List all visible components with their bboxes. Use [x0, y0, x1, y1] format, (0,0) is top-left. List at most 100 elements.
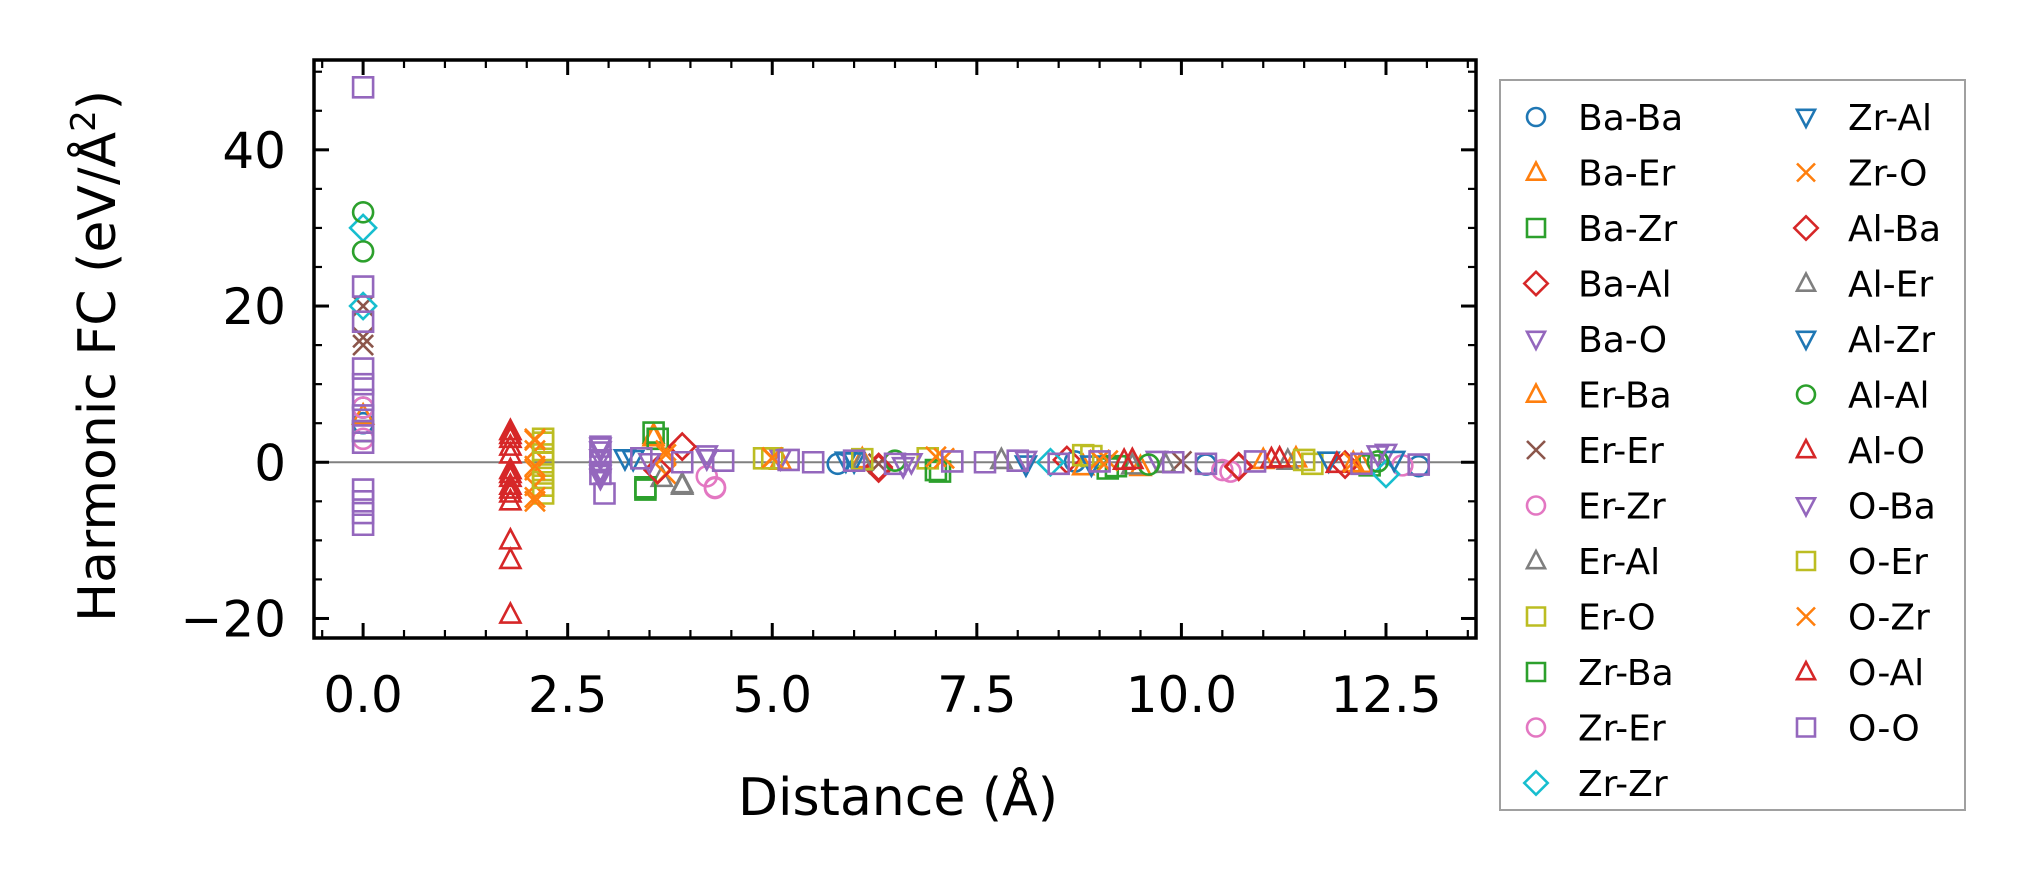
data-point — [524, 490, 546, 513]
x-tick-label: 10.0 — [1126, 666, 1237, 724]
legend-marker — [1795, 550, 1817, 572]
legend-entry-label: Ba-Zr — [1578, 209, 1677, 250]
data-point — [1324, 450, 1350, 474]
data-points — [348, 76, 1431, 624]
legend-marker — [1524, 330, 1548, 352]
legend-entry-label: Zr-O — [1848, 154, 1928, 195]
y-tick-label: 0 — [254, 434, 286, 492]
data-point — [498, 417, 523, 441]
legend-entry-label: Er-Ba — [1578, 376, 1672, 417]
data-point — [620, 449, 646, 473]
legend-marker — [1794, 437, 1818, 459]
legend-entry-label: O-Er — [1848, 542, 1928, 583]
legend-marker — [1525, 495, 1547, 516]
x-tick-label: 2.5 — [528, 666, 608, 724]
legend-marker — [1795, 717, 1817, 738]
data-point — [1223, 451, 1254, 482]
y-tick-label: 40 — [222, 122, 286, 180]
y-axis-label: Harmonic FC (eV/Å2) — [64, 90, 128, 622]
data-point — [588, 468, 613, 492]
data-point — [667, 431, 698, 462]
data-point — [524, 439, 546, 462]
y-axis-label-close: ) — [68, 90, 128, 110]
y-tick-label: −20 — [180, 590, 286, 648]
legend-marker — [1792, 214, 1820, 242]
data-point — [1128, 453, 1153, 477]
data-point — [498, 464, 523, 488]
data-point — [593, 482, 616, 505]
legend-entry-label: Al-O — [1848, 431, 1925, 472]
legend-marker — [1525, 717, 1547, 738]
data-point — [351, 240, 375, 263]
data-point — [1137, 453, 1160, 476]
y-axis-label-main: Harmonic FC (eV/Å — [66, 131, 128, 622]
legend-entry-label: Zr-Zr — [1578, 764, 1668, 805]
legend-marker — [1522, 269, 1550, 298]
data-point — [883, 452, 907, 476]
data-point — [1350, 452, 1373, 476]
legend-marker — [1794, 108, 1818, 130]
legend-entry-label: Er-O — [1578, 598, 1656, 639]
legend-entry-label: Al-Er — [1848, 265, 1933, 306]
data-point — [588, 437, 613, 461]
legend-entry-label: Zr-Er — [1578, 709, 1666, 750]
data-point — [1088, 448, 1111, 471]
data-point — [1194, 452, 1218, 476]
data-point — [1006, 449, 1030, 472]
data-point — [1047, 452, 1070, 476]
data-point — [1170, 450, 1193, 473]
data-point — [524, 455, 546, 478]
data-point — [498, 432, 523, 456]
data-point — [670, 470, 695, 494]
y-axis-label-sup: 2 — [64, 110, 104, 132]
legend-marker — [1794, 497, 1818, 519]
data-point — [498, 546, 523, 570]
data-point — [1120, 451, 1145, 475]
legend-entry-label: O-Al — [1848, 653, 1924, 694]
data-point — [1088, 450, 1111, 473]
data-point — [842, 449, 866, 472]
legend-marker — [1796, 606, 1816, 627]
data-point — [1301, 452, 1324, 476]
legend-entry-label: Er-Al — [1578, 542, 1660, 583]
legend-entry-label: O-O — [1848, 709, 1920, 750]
data-point — [989, 446, 1014, 470]
data-point — [973, 450, 997, 474]
data-point — [630, 447, 653, 470]
data-point — [588, 464, 613, 488]
legend-entry-label: Al-Ba — [1848, 209, 1941, 250]
legend-entry-label: Ba-Al — [1578, 265, 1672, 306]
legend-marker — [1526, 440, 1546, 460]
data-point — [351, 275, 375, 298]
data-point — [348, 291, 378, 321]
data-point — [940, 450, 964, 473]
data-point — [1341, 449, 1366, 473]
legend-marker — [1524, 381, 1548, 403]
data-point — [1342, 451, 1365, 474]
legend-box — [1499, 79, 1966, 811]
data-point — [350, 401, 376, 425]
data-point — [711, 449, 735, 472]
data-point — [801, 450, 825, 474]
x-tick-label: 0.0 — [323, 666, 403, 724]
data-point — [351, 76, 375, 99]
data-point — [351, 310, 375, 333]
x-tick-label: 12.5 — [1330, 666, 1441, 724]
legend-marker — [1794, 270, 1818, 292]
data-point — [498, 487, 523, 511]
data-point — [1366, 450, 1390, 473]
y-tick-label: 20 — [222, 278, 286, 336]
axis-ticks — [314, 60, 1476, 638]
data-point — [524, 459, 546, 481]
legend-entry-label: Zr-Al — [1848, 98, 1932, 139]
legend-marker — [1795, 384, 1817, 405]
data-point — [777, 448, 800, 472]
data-point — [351, 431, 375, 455]
data-point — [1275, 446, 1300, 470]
legend-marker — [1525, 106, 1547, 128]
data-point — [752, 447, 776, 470]
data-point — [1111, 446, 1137, 470]
data-point — [637, 452, 662, 477]
data-point — [694, 449, 719, 473]
data-point — [850, 447, 874, 471]
